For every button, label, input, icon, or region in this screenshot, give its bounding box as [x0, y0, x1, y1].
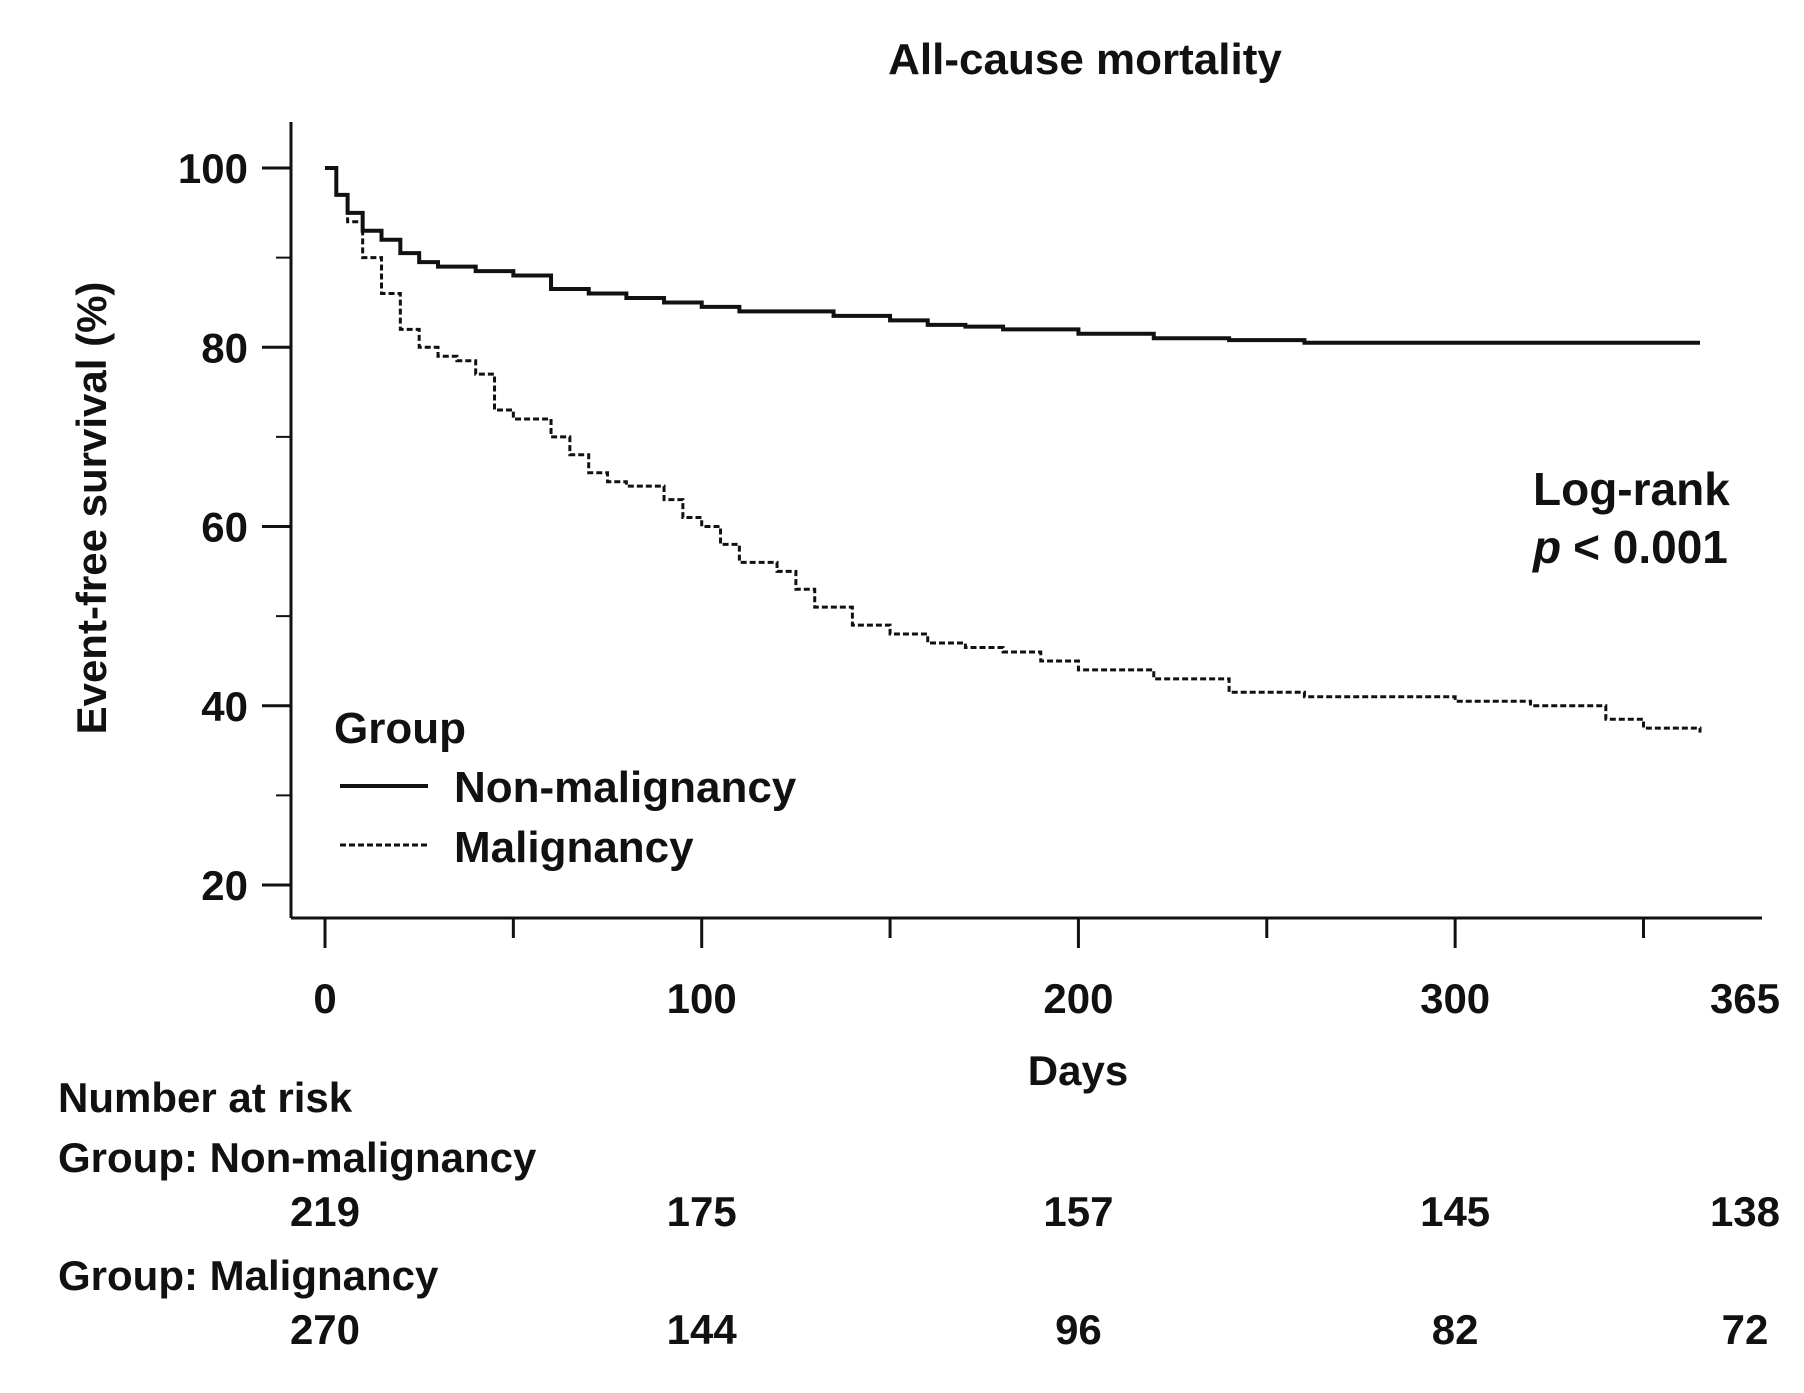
- y-tick-label-60: 60: [201, 504, 248, 551]
- x-axis-title: Days: [1028, 1047, 1128, 1094]
- legend-label-non-malignancy: Non-malignancy: [454, 763, 797, 812]
- x-tick-label-365: 365: [1710, 975, 1780, 1022]
- log-rank-label: Log-rank: [1533, 463, 1730, 515]
- curve-malignancy: [325, 166, 1702, 733]
- p-symbol: p: [1531, 521, 1561, 573]
- risk-count: 96: [1055, 1306, 1102, 1353]
- y-axis-title: Event-free survival (%): [68, 282, 115, 735]
- x-axis-ticks: 0 100 200 300 365: [313, 918, 1780, 1022]
- risk-count: 144: [667, 1306, 738, 1353]
- y-tick-label-80: 80: [201, 324, 248, 371]
- legend-title: Group: [334, 704, 466, 753]
- risk-count: 219: [290, 1188, 360, 1235]
- risk-count: 145: [1420, 1188, 1490, 1235]
- risk-group-label-malignancy: Group: Malignancy: [58, 1252, 439, 1299]
- risk-count: 138: [1710, 1188, 1780, 1235]
- risk-count: 82: [1432, 1306, 1479, 1353]
- x-tick-label-200: 200: [1043, 975, 1113, 1022]
- y-axis-ticks: 20 40 60 80 100: [178, 145, 291, 909]
- y-tick-label-40: 40: [201, 683, 248, 730]
- x-tick-label-100: 100: [667, 975, 737, 1022]
- risk-count: 175: [667, 1188, 737, 1235]
- x-tick-label-0: 0: [313, 975, 336, 1022]
- risk-row-non-malignancy: 219 175 157 145 138: [290, 1188, 1780, 1235]
- y-tick-label-100: 100: [178, 145, 248, 192]
- chart-title: All-cause mortality: [888, 35, 1282, 84]
- risk-row-malignancy: 270 144 96 82 72: [290, 1306, 1768, 1353]
- y-tick-label-20: 20: [201, 862, 248, 909]
- survival-curves: [325, 166, 1702, 733]
- risk-table: Number at risk Group: Non-malignancy 219…: [58, 1074, 1780, 1353]
- risk-table-heading: Number at risk: [58, 1074, 353, 1121]
- risk-group-label-non-malignancy: Group: Non-malignancy: [58, 1134, 537, 1181]
- risk-count: 157: [1043, 1188, 1113, 1235]
- risk-count: 270: [290, 1306, 360, 1353]
- p-value-text: p < 0.001: [1531, 521, 1728, 573]
- legend: Group Non-malignancy Malignancy: [334, 704, 797, 872]
- legend-label-malignancy: Malignancy: [454, 823, 694, 872]
- log-rank-annotation: Log-rank p < 0.001: [1531, 463, 1730, 573]
- risk-count: 72: [1722, 1306, 1769, 1353]
- x-tick-label-300: 300: [1420, 975, 1490, 1022]
- curve-non-malignancy: [325, 166, 1700, 345]
- p-value: < 0.001: [1573, 521, 1728, 573]
